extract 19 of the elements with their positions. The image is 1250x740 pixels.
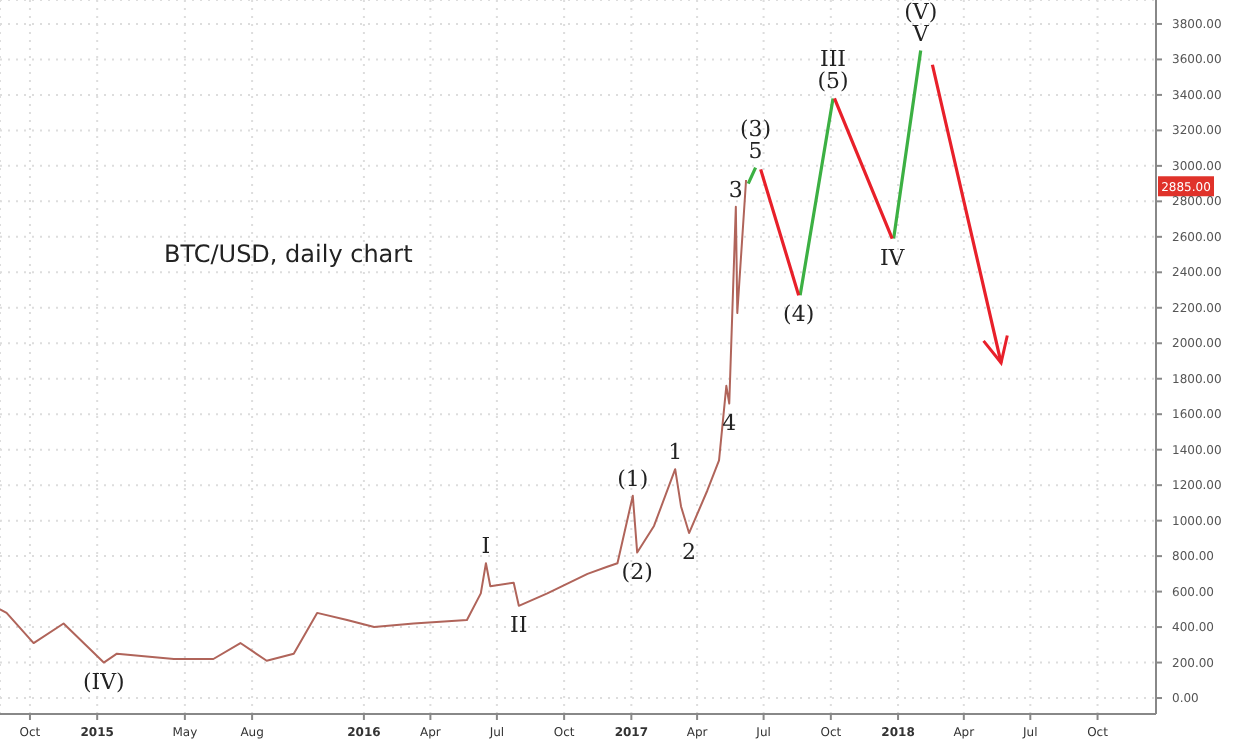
- annotation: 1: [668, 439, 683, 466]
- annotation: (2): [621, 558, 653, 585]
- annotation: (V): [904, 0, 938, 25]
- annotation: V: [910, 20, 931, 47]
- annotation: 5: [748, 137, 763, 164]
- annotation: 4: [722, 409, 737, 436]
- annotation: I: [481, 533, 491, 560]
- annotation: IV: [879, 244, 907, 271]
- annotation: III: [819, 46, 847, 73]
- line-series: [0, 179, 748, 664]
- annotation: 3: [728, 176, 743, 203]
- text: BTC/USD, daily chart: [164, 240, 413, 268]
- annotation: II: [510, 611, 528, 638]
- annotation: (3): [739, 115, 772, 142]
- annotation: (4): [783, 301, 815, 328]
- annotation: 2: [682, 539, 697, 566]
- annotation: (1): [617, 465, 649, 492]
- annotation: (IV): [82, 668, 125, 695]
- annotation: (5): [817, 68, 849, 95]
